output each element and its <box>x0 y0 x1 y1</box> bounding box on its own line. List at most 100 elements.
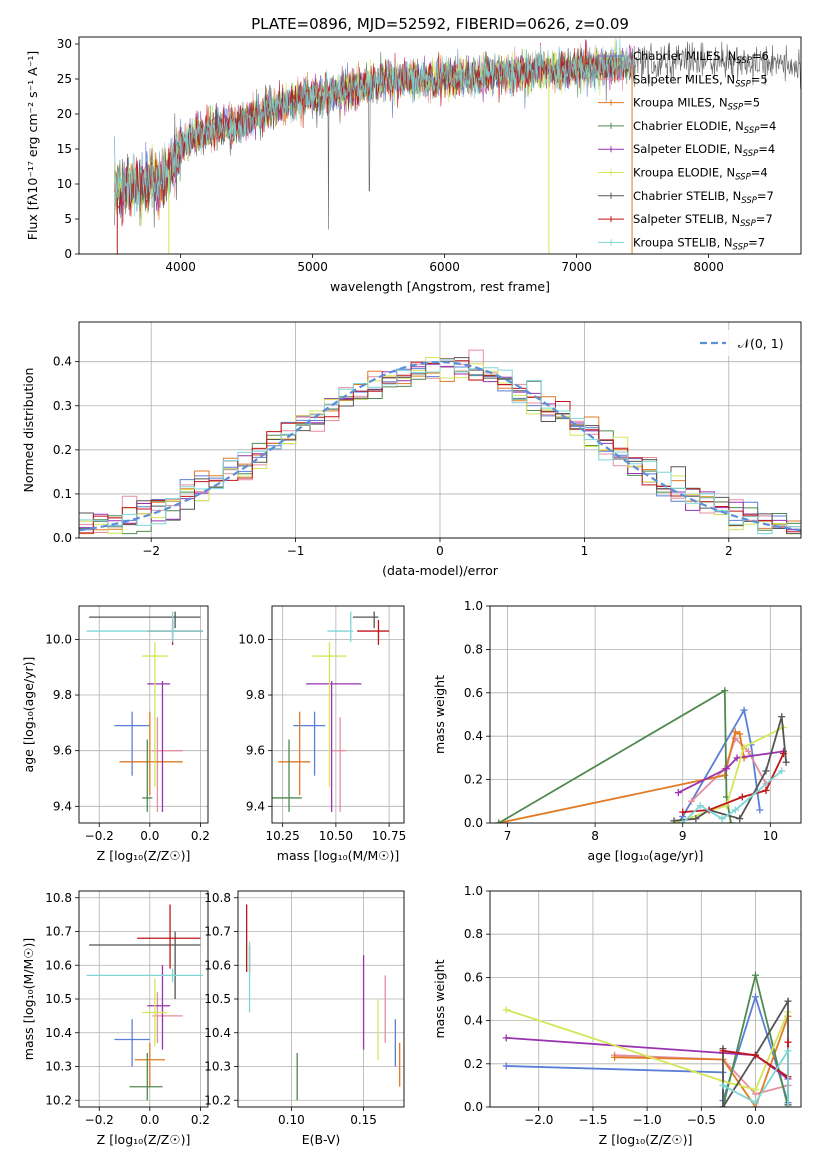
x-tick-label: −0.2 <box>85 829 114 843</box>
weight-lines <box>502 971 792 1107</box>
legend-label: 𝒩(0, 1) <box>738 336 784 351</box>
y-tick-label: 0.2 <box>464 773 483 787</box>
axes-frame <box>489 890 802 1108</box>
y-tick-label: 0.6 <box>464 686 483 700</box>
y-tick-label: 10.7 <box>45 925 72 939</box>
x-tick-label: 9 <box>679 829 687 843</box>
y-tick-label: 10.2 <box>204 1093 231 1107</box>
y-axis-label: mass weight <box>432 959 447 1038</box>
axes-frame <box>78 605 209 824</box>
legend-label: Salpeter ELODIE, NSSP=4 <box>633 142 775 159</box>
y-tick-label: 0.3 <box>53 399 72 413</box>
x-tick-label: −1.0 <box>633 1113 662 1127</box>
panel-mass-vs-EBV: 0.10 0.15 10.2 10.3 10.4 10.5 10.6 10.7 10.8 E(B-… <box>204 890 405 1147</box>
x-tick-label: 1 <box>581 544 589 558</box>
weight-line <box>673 716 787 822</box>
normal-curve <box>79 360 801 532</box>
y-tick-label: 1.0 <box>464 599 483 613</box>
figure-title: PLATE=0896, MJD=52592, FIBERID=0626, z=0… <box>251 15 629 33</box>
legend-value: =5 <box>743 96 760 110</box>
x-tick-label: 0.0 <box>140 1113 159 1127</box>
weight-line <box>498 689 732 823</box>
x-tick-label: 0.0 <box>140 829 159 843</box>
legend-value: =5 <box>751 72 768 86</box>
y-axis-label: mass [log₁₀(M/M☉)] <box>21 938 36 1060</box>
panel-weight-vs-age: 7 8 9 10 0.0 0.2 0.4 0.6 0.8 1.0 age [log₁₀(age/yr… <box>432 599 802 863</box>
spectrum-line-7 <box>114 39 633 227</box>
legend-value: =4 <box>758 142 775 156</box>
y-tick-label: 9.8 <box>246 688 265 702</box>
y-tick-label: 10.4 <box>204 1026 231 1040</box>
x-tick-label: 2 <box>725 544 733 558</box>
panel-residuals: −2 −1 0 1 2 0.0 0.1 0.2 0.3 0.4 (data-model)/error… <box>21 321 802 578</box>
panel-age-vs-mass: 10.25 10.50 10.75 9.4 9.6 9.8 10.0 mass [log₁₀(… <box>238 605 406 863</box>
x-tick-label: 0 <box>436 544 444 558</box>
panel-age-vs-Z: −0.2 0.0 0.2 9.4 9.6 9.8 10.0 Z [log₁₀(Z/Z☉)] ag… <box>21 605 210 863</box>
legend-subscript: SSP <box>736 56 752 66</box>
x-tick-label: 10 <box>763 829 778 843</box>
y-tick-label: 10.6 <box>45 958 72 972</box>
legend-label: Chabrier ELODIE, NSSP=4 <box>633 119 776 136</box>
x-axis-label: Z [log₁₀(Z/Z☉)] <box>97 1132 191 1147</box>
x-tick-label: 0.2 <box>191 829 210 843</box>
legend-label: Kroupa STELIB, NSSP=7 <box>633 235 765 252</box>
x-tick-label: −2 <box>142 544 160 558</box>
errorbars <box>86 611 203 812</box>
x-tick-label: 5000 <box>297 260 328 274</box>
histograms <box>79 349 801 535</box>
legend-label: Chabrier MILES, NSSP=6 <box>633 49 769 66</box>
x-tick-label: 0.10 <box>278 1113 305 1127</box>
y-tick-label: 10 <box>57 177 72 191</box>
y-tick-label: 0.4 <box>464 1014 483 1028</box>
y-tick-label: 10.7 <box>204 925 231 939</box>
weight-line <box>678 750 784 794</box>
axes-frame <box>271 605 405 824</box>
legend-box <box>690 330 795 356</box>
legend-label: Salpeter MILES, NSSP=5 <box>633 72 768 89</box>
y-tick-label: 0.1 <box>53 487 72 501</box>
legend-subscript: SSP <box>735 79 751 89</box>
y-tick-label: 9.6 <box>246 744 265 758</box>
x-tick-label: 0.15 <box>350 1113 377 1127</box>
legend-subscript: SSP <box>740 219 756 229</box>
x-tick-label: 10.75 <box>372 829 406 843</box>
y-tick-label: 15 <box>57 142 72 156</box>
y-axis-label: Flux [fλ10⁻¹⁷ erg cm⁻² s⁻¹ A⁻¹] <box>25 51 40 240</box>
y-tick-label: 0 <box>64 247 72 261</box>
weight-line <box>673 726 784 823</box>
y-tick-label: 0.6 <box>464 970 483 984</box>
x-tick-label: −1 <box>287 544 305 558</box>
y-tick-label: 10.0 <box>45 632 72 646</box>
y-tick-label: 0.4 <box>53 355 72 369</box>
y-tick-label: 9.4 <box>53 799 72 813</box>
x-tick-label: 8000 <box>693 260 724 274</box>
panel-spectrum: 4000 5000 6000 7000 8000 0 5 10 15 20 25 30 waveleng… <box>25 36 802 294</box>
y-tick-label: 9.8 <box>53 688 72 702</box>
x-axis-label: Z [log₁₀(Z/Z☉)] <box>97 848 191 863</box>
y-tick-label: 9.4 <box>246 799 265 813</box>
x-tick-label: 7000 <box>561 260 592 274</box>
legend-label: Chabrier STELIB, NSSP=7 <box>633 189 774 206</box>
weight-line <box>614 1015 789 1107</box>
x-axis-label: E(B-V) <box>302 1132 341 1147</box>
spectrum-line-8 <box>114 37 633 217</box>
x-tick-label: −1.5 <box>578 1113 607 1127</box>
y-tick-label: 0.2 <box>464 1057 483 1071</box>
y-tick-label: 10.5 <box>204 992 231 1006</box>
x-tick-label: −0.5 <box>687 1113 716 1127</box>
y-tick-label: 5 <box>64 212 72 226</box>
y-tick-label: 10.8 <box>204 891 231 905</box>
x-tick-label: 6000 <box>429 260 460 274</box>
axes-frame <box>78 890 209 1108</box>
y-axis-label: age [log₁₀(age/yr)] <box>21 657 36 773</box>
x-tick-label: −0.2 <box>85 1113 114 1127</box>
x-axis-label: Z [log₁₀(Z/Z☉)] <box>599 1132 693 1147</box>
spectrum-line-6 <box>114 41 801 230</box>
legend-value: =7 <box>748 235 765 249</box>
y-tick-label: 10.4 <box>45 1026 72 1040</box>
y-tick-label: 10.6 <box>204 958 231 972</box>
x-tick-label: 10.25 <box>265 829 299 843</box>
axes-frame <box>78 321 802 539</box>
y-axis-label: Normed distribution <box>21 368 36 493</box>
x-tick-label: −2.0 <box>524 1113 553 1127</box>
